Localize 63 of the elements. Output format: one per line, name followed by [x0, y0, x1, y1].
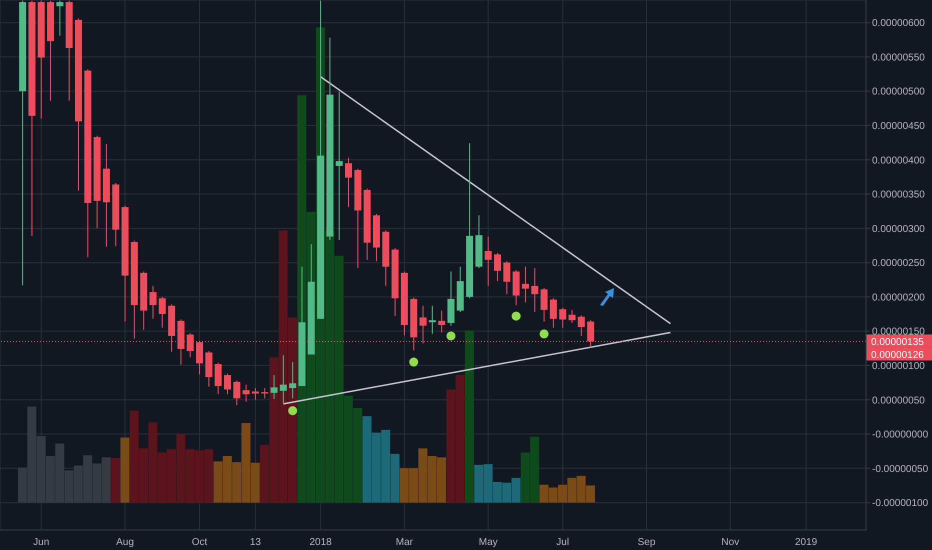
candlestick	[214, 362, 222, 395]
y-tick-label: 0.00000300	[872, 224, 926, 235]
text: 0.00000126	[871, 350, 924, 361]
y-tick-label: 0.00000200	[872, 292, 926, 304]
y-tick-label: 0.00000400	[872, 155, 926, 166]
candlestick	[484, 236, 492, 286]
x-tick-label: Mar	[396, 537, 414, 548]
candlestick	[531, 268, 538, 312]
candlestick	[512, 270, 520, 306]
candlestick	[494, 252, 502, 282]
y-tick-label: 0.00000550	[872, 52, 926, 64]
point	[288, 406, 298, 416]
candlestick	[261, 388, 268, 399]
candlestick	[336, 91, 343, 240]
candlestick	[149, 285, 156, 320]
bar	[111, 458, 120, 503]
candlestick	[252, 388, 259, 400]
x-tick-label: Nov	[721, 537, 740, 548]
y-tick-label: 0.00000350	[872, 190, 926, 201]
x-tick-label: Aug	[116, 537, 134, 548]
candlestick	[568, 309, 576, 324]
candlestick	[503, 260, 510, 295]
candlestick	[578, 314, 585, 336]
candlestick	[522, 266, 529, 303]
candlestick	[233, 380, 240, 406]
ref-line-label: 0.00000135	[871, 336, 924, 348]
point	[512, 312, 521, 321]
x-tick-label: 2018	[309, 537, 332, 548]
x-tick-label: Oct	[192, 537, 208, 548]
candlestick	[428, 305, 436, 334]
candlestick	[242, 384, 250, 402]
candlestick	[438, 310, 446, 334]
y-tick-label: 0.00000250	[872, 258, 926, 270]
candlestick	[345, 157, 352, 208]
x-tick-label: 2019	[795, 537, 818, 548]
x-tick-label: May	[478, 537, 498, 548]
y-tick-label: -0.00000050	[872, 464, 929, 475]
y-tick-label: 0.00000600	[872, 18, 926, 30]
bar	[120, 437, 130, 503]
candlestick	[559, 307, 566, 328]
y-tick-label: 0.00000450	[872, 121, 926, 132]
bar	[464, 330, 474, 503]
y-tick-label: -0.00000000	[872, 430, 929, 441]
candlestick	[540, 287, 548, 322]
y-tick-label: 0.00000500	[872, 86, 926, 98]
candlestick	[56, 0, 64, 36]
point	[446, 331, 456, 340]
candlestick	[447, 271, 454, 326]
x-tick-label: 13	[250, 537, 262, 548]
x-tick-label: Sep	[638, 537, 656, 548]
x-tick-label: Jun	[33, 537, 50, 548]
candlestick	[270, 374, 278, 400]
point	[540, 329, 549, 338]
y-tick-label: -0.00000100	[872, 498, 929, 510]
candlestick	[224, 373, 231, 395]
candlestick	[550, 298, 557, 328]
y-tick-label: 0.00000100	[872, 360, 926, 372]
point	[409, 358, 418, 367]
candlestick	[158, 296, 166, 328]
y-tick-label: 0.00000050	[872, 395, 926, 406]
candlestick	[280, 354, 287, 404]
x-tick-label: Jul	[556, 537, 570, 548]
candlestick	[289, 362, 296, 399]
